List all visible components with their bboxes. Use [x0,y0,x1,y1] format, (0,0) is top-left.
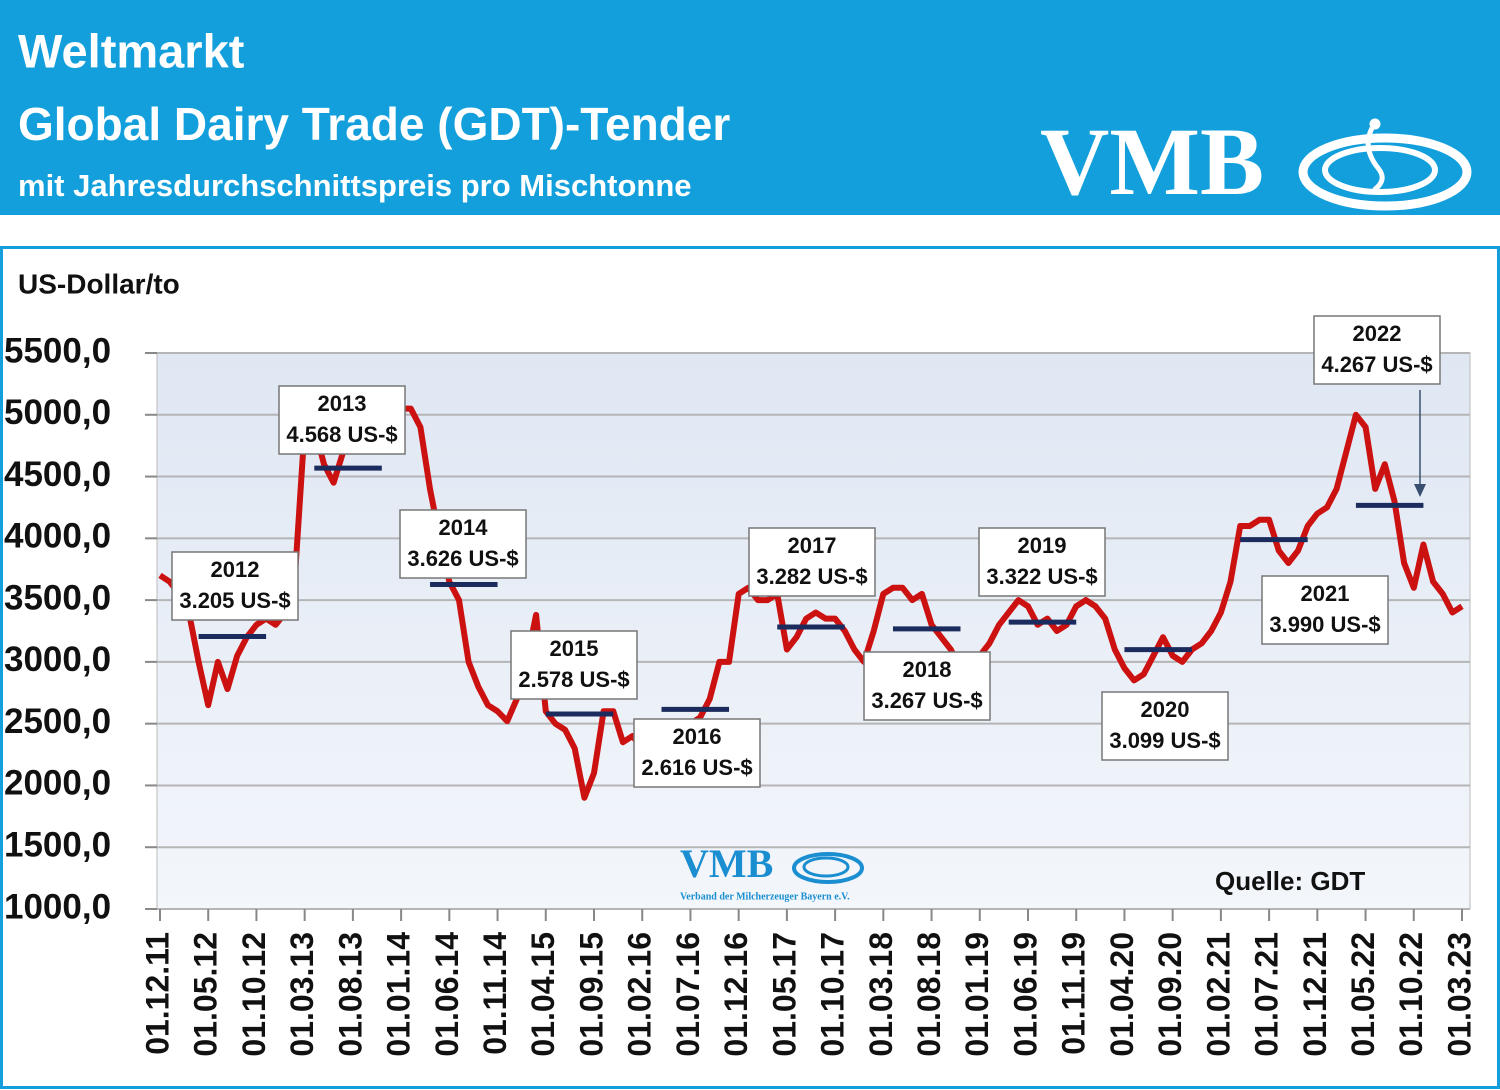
y-tick-label: 4000,0 [4,517,111,556]
subtitle: mit Jahresdurchschnittspreis pro Mischto… [18,168,692,203]
x-tick-label: 01.01.19 [959,932,995,1057]
annotation-year: 2014 [439,515,489,540]
annotation-box [510,630,638,700]
y-tick-label: 1000,0 [4,887,111,926]
x-tick-label: 01.03.13 [284,932,320,1057]
annotation-year: 2012 [211,557,260,582]
title: Global Dairy Trade (GDT)-Tender [18,98,730,150]
annotation-year: 2015 [550,636,599,661]
source: Quelle: GDT [1215,866,1365,896]
x-tick-label: 01.08.18 [911,932,947,1057]
watermark-text: Verband der Milcherzeuger Bayern e.V. [680,891,850,902]
annotation-box [399,509,527,579]
annotation-box [171,551,299,621]
annotation-year: 2016 [673,724,722,749]
annotation-year: 2018 [903,657,952,682]
annotation-value: 3.322 US-$ [986,564,1097,589]
x-tick-label: 01.03.18 [863,932,899,1057]
logo-swirl [1298,118,1472,211]
annotation-box [978,527,1106,597]
x-tick-label: 01.12.21 [1297,932,1333,1057]
annotation-year: 2022 [1353,321,1402,346]
annotation-value: 4.568 US-$ [286,422,397,447]
y-tick-label: 1500,0 [4,825,111,864]
y-tick-label: 4500,0 [4,455,111,494]
x-tick-label: 01.07.16 [670,932,706,1057]
x-tick-label: 01.11.19 [1056,932,1092,1055]
annotation-box [1313,315,1441,385]
x-tick-label: 01.01.14 [381,932,417,1057]
x-tick-label: 01.07.21 [1249,932,1285,1057]
x-tick-label: 01.08.13 [332,932,368,1057]
annotation-box [1101,691,1229,761]
y-tick-label: 5500,0 [4,331,111,370]
x-tick-label: 01.04.15 [525,932,561,1057]
y-tick-label: 2500,0 [4,702,111,741]
x-tick-label: 01.06.19 [1007,932,1043,1057]
annotation-value: 4.267 US-$ [1321,352,1432,377]
x-tick-label: 01.03.23 [1441,932,1477,1057]
annotation-value: 3.099 US-$ [1109,728,1220,753]
x-tick-label: 01.10.12 [236,932,272,1057]
watermark-swirl [792,852,864,884]
watermark-logo: VMB [680,841,773,886]
x-tick-label: 01.05.22 [1345,932,1381,1057]
annotation-arrowhead [1414,484,1426,497]
annotation-value: 3.282 US-$ [756,564,867,589]
x-tick-label: 01.09.15 [573,932,609,1057]
annotation-box [863,651,991,721]
x-tick-label: 01.10.17 [815,932,851,1057]
y-tick-label: 3500,0 [4,578,111,617]
annotation-box [278,385,406,455]
x-tick-label: 01.10.22 [1393,932,1429,1057]
x-tick-label: 01.06.14 [429,932,465,1057]
x-tick-label: 01.05.17 [766,932,802,1057]
annotation-box [748,527,876,597]
annotation-value: 3.267 US-$ [871,688,982,713]
x-tick-label: 01.05.12 [188,932,224,1057]
x-tick-label: 01.12.11 [139,932,175,1055]
annotation-box [633,718,761,788]
x-tick-label: 01.11.14 [477,932,513,1055]
x-tick-label: 01.02.16 [622,932,658,1057]
y-tick-label: 2000,0 [4,764,111,803]
annotation-year: 2021 [1301,581,1350,606]
x-tick-label: 01.09.20 [1152,932,1188,1057]
y-axis-label: US-Dollar/to [18,268,180,299]
logo: VMB [1040,108,1264,215]
header-band [0,0,1500,215]
title: Weltmarkt [18,24,245,77]
annotation-year: 2020 [1141,697,1190,722]
x-tick-label: 01.04.20 [1104,932,1140,1057]
annotation-value: 2.616 US-$ [641,755,752,780]
annotation-value: 3.990 US-$ [1269,612,1380,637]
annotation-year: 2013 [318,391,367,416]
annotation-value: 3.626 US-$ [407,546,518,571]
annotation-year: 2017 [788,533,837,558]
annotation-value: 2.578 US-$ [518,667,629,692]
annotation-year: 2019 [1018,533,1067,558]
annotation-box [1261,575,1389,645]
x-tick-label: 01.12.16 [718,932,754,1057]
y-tick-label: 5000,0 [4,393,111,432]
y-tick-label: 3000,0 [4,640,111,679]
x-tick-label: 01.02.21 [1200,932,1236,1057]
annotation-value: 3.205 US-$ [179,588,290,613]
plot: 1000,0 1500,0 2000,0 2500,0 3000,0 3500,0 4000… [4,315,1477,1057]
